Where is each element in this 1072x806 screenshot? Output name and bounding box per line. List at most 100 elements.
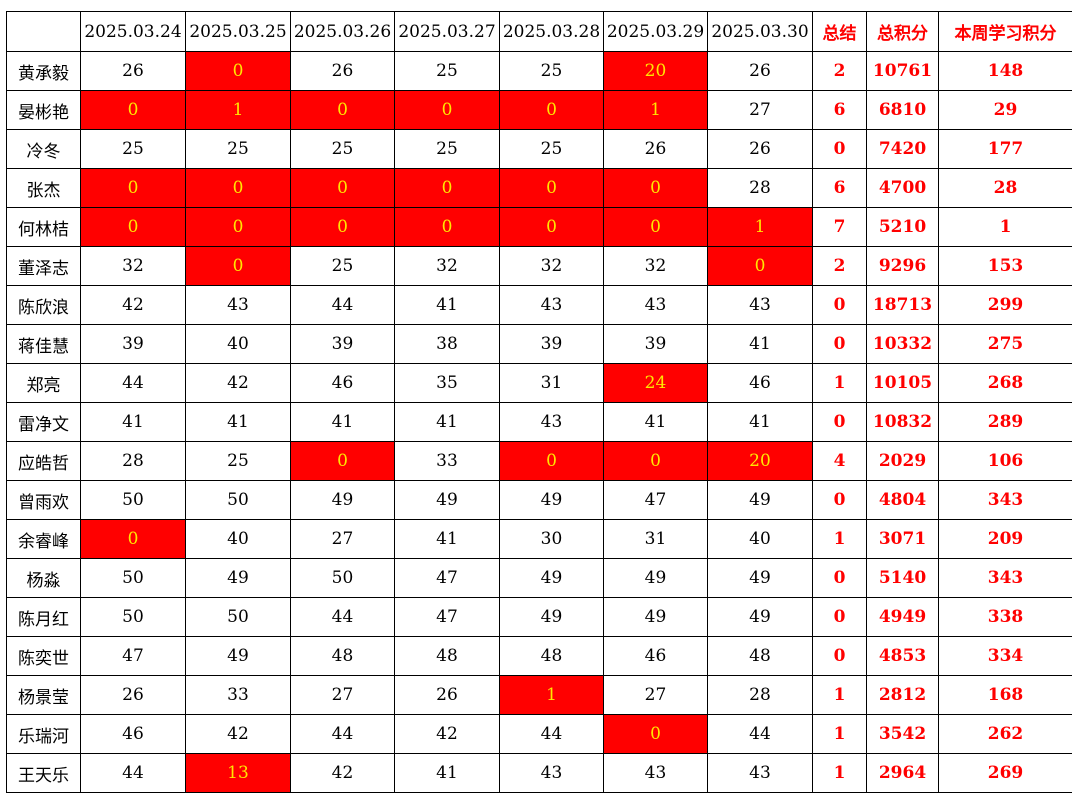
- daily-score-cell: 50: [80, 597, 186, 637]
- corner-cell: [6, 11, 81, 52]
- daily-score-cell-flagged: 13: [185, 753, 291, 793]
- week-points-cell: 269: [938, 753, 1072, 793]
- daily-score-cell: 49: [707, 597, 813, 637]
- daily-score-cell: 32: [394, 246, 500, 286]
- table-row: 郑亮 44 42 46 35 31 24 46 1 10105 268: [6, 363, 1072, 403]
- week-points-cell: 106: [938, 441, 1072, 481]
- total-points-cell: 4700: [866, 168, 939, 208]
- daily-score-cell: 42: [185, 363, 291, 403]
- daily-score-cell: 31: [603, 519, 708, 559]
- header-row: 2025.03.24 2025.03.25 2025.03.26 2025.03…: [6, 11, 1072, 52]
- zongjie-cell: 0: [812, 402, 867, 442]
- daily-score-cell: 39: [499, 324, 604, 364]
- daily-score-cell: 33: [185, 675, 291, 715]
- daily-score-cell: 26: [290, 51, 395, 91]
- daily-score-cell: 41: [394, 519, 500, 559]
- daily-score-cell-flagged: 0: [394, 168, 500, 208]
- daily-score-cell-flagged: 20: [707, 441, 813, 481]
- daily-score-cell-flagged: 0: [290, 207, 395, 247]
- daily-score-cell: 32: [80, 246, 186, 286]
- daily-score-cell: 26: [394, 675, 500, 715]
- daily-score-cell-flagged: 0: [185, 207, 291, 247]
- daily-score-cell: 49: [499, 597, 604, 637]
- week-points-cell: 334: [938, 636, 1072, 676]
- week-points-cell: 177: [938, 129, 1072, 169]
- table-row: 晏彬艳 0 1 0 0 0 1 27 6 6810 29: [6, 90, 1072, 130]
- daily-score-cell: 47: [394, 597, 500, 637]
- zongjie-cell: 1: [812, 519, 867, 559]
- score-table: 2025.03.24 2025.03.25 2025.03.26 2025.03…: [6, 11, 1072, 793]
- daily-score-cell-flagged: 0: [290, 90, 395, 130]
- table-row: 黄承毅 26 0 26 25 25 20 26 2 10761 148: [6, 51, 1072, 91]
- week-points-cell: 148: [938, 51, 1072, 91]
- daily-score-cell: 32: [603, 246, 708, 286]
- daily-score-cell: 41: [707, 402, 813, 442]
- daily-score-cell: 44: [290, 285, 395, 325]
- daily-score-cell: 42: [394, 714, 500, 754]
- date-header: 2025.03.25: [185, 11, 291, 52]
- week-points-header: 本周学习积分: [938, 11, 1072, 52]
- daily-score-cell: 25: [290, 129, 395, 169]
- total-points-cell: 9296: [866, 246, 939, 286]
- daily-score-cell-flagged: 0: [185, 51, 291, 91]
- daily-score-cell: 28: [80, 441, 186, 481]
- daily-score-cell: 42: [80, 285, 186, 325]
- daily-score-cell: 44: [80, 753, 186, 793]
- daily-score-cell-flagged: 0: [499, 90, 604, 130]
- daily-score-cell: 40: [707, 519, 813, 559]
- total-points-cell: 10832: [866, 402, 939, 442]
- date-header: 2025.03.24: [80, 11, 186, 52]
- daily-score-cell: 41: [394, 285, 500, 325]
- daily-score-cell-flagged: 0: [80, 90, 186, 130]
- daily-score-cell: 31: [499, 363, 604, 403]
- daily-score-cell: 46: [290, 363, 395, 403]
- total-points-cell: 4804: [866, 480, 939, 520]
- daily-score-cell: 50: [185, 480, 291, 520]
- daily-score-cell: 48: [499, 636, 604, 676]
- daily-score-cell: 41: [603, 402, 708, 442]
- daily-score-cell: 39: [603, 324, 708, 364]
- week-points-cell: 1: [938, 207, 1072, 247]
- daily-score-cell: 44: [290, 714, 395, 754]
- daily-score-cell-flagged: 1: [707, 207, 813, 247]
- daily-score-cell: 47: [603, 480, 708, 520]
- week-points-cell: 289: [938, 402, 1072, 442]
- daily-score-cell: 41: [707, 324, 813, 364]
- daily-score-cell: 44: [707, 714, 813, 754]
- daily-score-cell: 48: [290, 636, 395, 676]
- table-row: 余睿峰 0 40 27 41 30 31 40 1 3071 209: [6, 519, 1072, 559]
- daily-score-cell: 32: [499, 246, 604, 286]
- daily-score-cell-flagged: 0: [603, 207, 708, 247]
- total-points-cell: 5140: [866, 558, 939, 598]
- zongjie-header: 总结: [812, 11, 867, 52]
- total-points-cell: 10332: [866, 324, 939, 364]
- daily-score-cell: 27: [290, 675, 395, 715]
- week-points-cell: 209: [938, 519, 1072, 559]
- daily-score-cell: 25: [185, 441, 291, 481]
- total-points-header: 总积分: [866, 11, 939, 52]
- daily-score-cell: 28: [707, 168, 813, 208]
- week-points-cell: 168: [938, 675, 1072, 715]
- table-row: 王天乐 44 13 42 41 43 43 43 1 2964 269: [6, 753, 1072, 793]
- week-points-cell: 299: [938, 285, 1072, 325]
- table-row: 曾雨欢 50 50 49 49 49 47 49 0 4804 343: [6, 480, 1072, 520]
- total-points-cell: 4949: [866, 597, 939, 637]
- table-row: 何林桔 0 0 0 0 0 0 1 7 5210 1: [6, 207, 1072, 247]
- table-row: 董泽志 32 0 25 32 32 32 0 2 9296 153: [6, 246, 1072, 286]
- daily-score-cell: 43: [499, 753, 604, 793]
- daily-score-cell-flagged: 0: [499, 207, 604, 247]
- daily-score-cell: 33: [394, 441, 500, 481]
- daily-score-cell-flagged: 0: [185, 168, 291, 208]
- daily-score-cell-flagged: 0: [707, 246, 813, 286]
- daily-score-cell: 25: [394, 51, 500, 91]
- daily-score-cell: 41: [185, 402, 291, 442]
- daily-score-cell: 49: [185, 636, 291, 676]
- date-header: 2025.03.28: [499, 11, 604, 52]
- zongjie-cell: 1: [812, 753, 867, 793]
- daily-score-cell: 41: [394, 402, 500, 442]
- daily-score-cell: 49: [499, 480, 604, 520]
- daily-score-cell-flagged: 0: [80, 168, 186, 208]
- daily-score-cell-flagged: 1: [499, 675, 604, 715]
- zongjie-cell: 0: [812, 636, 867, 676]
- table-row: 冷冬 25 25 25 25 25 26 26 0 7420 177: [6, 129, 1072, 169]
